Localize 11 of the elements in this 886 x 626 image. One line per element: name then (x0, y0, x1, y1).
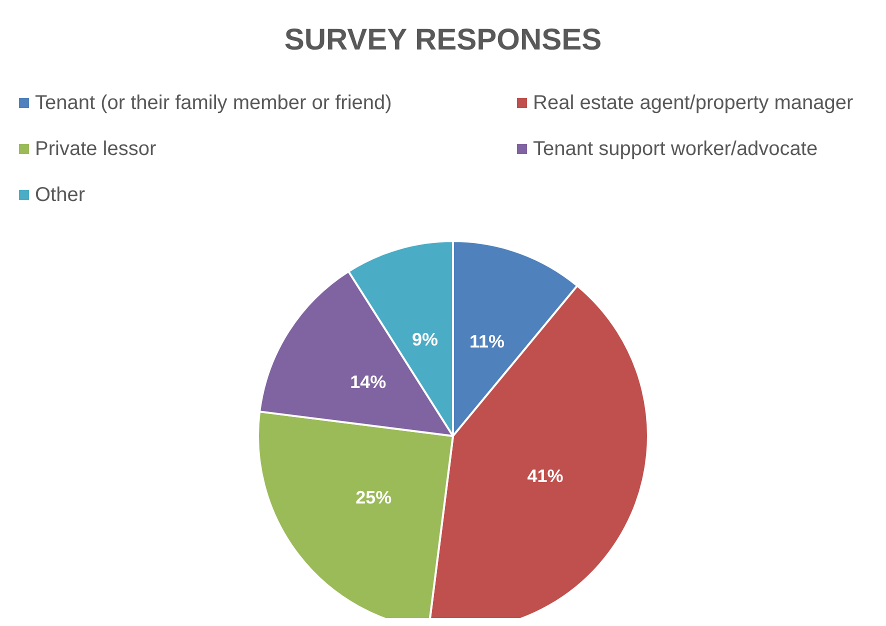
chart-title: SURVEY RESPONSES (284, 24, 602, 56)
legend-label: Tenant support worker/advocate (533, 138, 818, 160)
legend-label: Other (35, 184, 86, 206)
legend-label: Tenant (or their family member or friend) (35, 92, 392, 114)
data-label: 14% (350, 372, 386, 392)
data-label: 41% (527, 466, 564, 486)
data-label: 9% (412, 329, 438, 350)
legend-label: Private lessor (35, 138, 156, 160)
legend-label: Real estate agent/property manager (533, 92, 854, 114)
data-label: 11% (470, 331, 505, 352)
data-label: 25% (356, 488, 392, 508)
